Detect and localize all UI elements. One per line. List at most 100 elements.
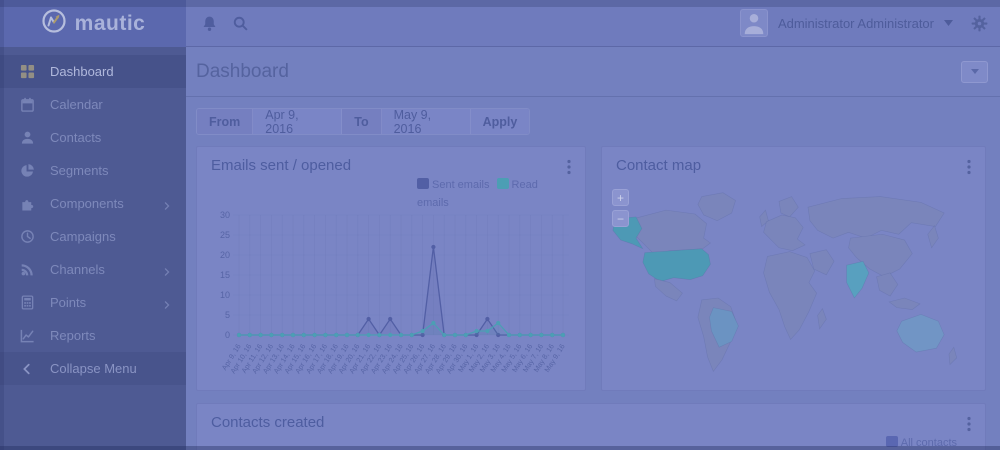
svg-text:25: 25 — [220, 230, 230, 240]
panels-row: Emails sent / opened Sent emails Read em… — [196, 146, 986, 391]
map-region-uk — [759, 209, 769, 228]
dashboard-options-button[interactable] — [961, 60, 988, 83]
legend-swatch — [885, 436, 898, 447]
panel-title: Contacts created — [211, 414, 325, 431]
map-region-canada — [630, 209, 711, 255]
map-region-greenland — [697, 192, 736, 222]
panel-header: Emails sent / opened — [197, 147, 585, 180]
legend-label: All contacts — [900, 437, 957, 449]
contacts-icon — [20, 130, 36, 146]
to-label: To — [342, 109, 382, 134]
svg-text:30: 30 — [220, 210, 230, 220]
legend-entry[interactable]: All contacts — [885, 436, 957, 449]
sidebar-item-label: Contacts — [50, 130, 102, 145]
legend-entry[interactable]: Read emails — [417, 178, 538, 209]
from-date-input[interactable]: Apr 9, 2016 — [253, 109, 343, 134]
brand-name: mautic — [74, 11, 146, 35]
map-zoom-controls: + − — [612, 189, 629, 227]
channels-icon — [20, 262, 36, 278]
search-icon[interactable] — [232, 15, 249, 32]
chevron-right-icon — [162, 298, 172, 309]
svg-text:5: 5 — [225, 310, 230, 320]
chart-legend: All contacts — [885, 436, 961, 449]
contact-map-panel: Contact map + − — [601, 146, 986, 391]
map-region-central-america — [654, 278, 683, 302]
sidebar-item-collapse-menu[interactable]: Collapse Menu — [0, 352, 186, 385]
calendar-icon — [20, 97, 36, 113]
map-region-middle-east — [809, 249, 835, 276]
sidebar-item-campaigns[interactable]: Campaigns — [0, 220, 186, 253]
map-zoom-in-button[interactable]: + — [612, 189, 629, 206]
topbar-user-area: Administrator Administrator — [739, 9, 988, 37]
segments-icon — [20, 163, 36, 179]
map-region-new-zealand — [948, 346, 958, 366]
map-region-china — [848, 233, 913, 278]
mautic-logo-icon — [41, 8, 67, 39]
sidebar-item-calendar[interactable]: Calendar — [0, 88, 186, 121]
user-name[interactable]: Administrator Administrator — [777, 15, 934, 31]
map-region-africa — [763, 251, 818, 341]
svg-text:0: 0 — [225, 330, 230, 340]
kebab-menu-icon[interactable] — [967, 159, 973, 180]
sidebar-item-components[interactable]: Components — [0, 187, 186, 220]
kebab-menu-icon[interactable] — [967, 416, 973, 437]
contacts-created-panel: Contacts created All contacts — [196, 403, 986, 450]
sidebar-item-label: Calendar — [50, 97, 103, 112]
svg-text:15: 15 — [220, 270, 230, 280]
map-region-brazil — [709, 307, 739, 348]
page-title: Dashboard — [196, 60, 289, 82]
sidebar: mautic Dashboard Calendar Contacts Segments… — [0, 0, 186, 450]
map-region-se-asia — [876, 272, 899, 297]
dashboard-icon — [20, 64, 36, 80]
brand-logo[interactable]: mautic — [0, 0, 186, 47]
map-region-india — [846, 260, 870, 299]
svg-text:20: 20 — [220, 250, 230, 260]
apply-button[interactable]: Apply — [470, 109, 530, 134]
collapse-menu-label: Collapse Menu — [50, 361, 137, 376]
main-content: Dashboard From Apr 9, 2016 To May 9, 201… — [186, 47, 1000, 450]
world-map[interactable] — [610, 185, 977, 378]
map-region-united-states — [642, 248, 711, 282]
sidebar-item-reports[interactable]: Reports — [0, 319, 186, 352]
sidebar-item-label: Segments — [50, 163, 109, 178]
map-region-europe — [763, 214, 806, 251]
legend-swatch — [496, 178, 509, 189]
sidebar-item-dashboard[interactable]: Dashboard — [0, 55, 186, 88]
panel-header: Contact map — [602, 147, 985, 180]
map-region-scandinavia — [778, 196, 799, 218]
panel-header: Contacts created — [197, 404, 985, 437]
date-filter: From Apr 9, 2016 To May 9, 2016 Apply — [196, 108, 531, 135]
sidebar-item-points[interactable]: Points — [0, 286, 186, 319]
points-icon — [20, 294, 36, 311]
gear-icon[interactable] — [971, 15, 988, 32]
sidebar-item-label: Dashboard — [50, 64, 114, 79]
map-zoom-out-button[interactable]: − — [612, 210, 629, 227]
legend-entry[interactable]: Sent emails — [417, 178, 489, 191]
reports-icon — [20, 328, 36, 344]
sidebar-item-label: Campaigns — [50, 229, 116, 244]
legend-swatch — [417, 178, 429, 189]
sidebar-item-label: Channels — [50, 262, 105, 277]
sidebar-item-label: Components — [50, 196, 124, 211]
chart-legend: Sent emails Read emails — [417, 177, 551, 212]
topbar: Administrator Administrator — [186, 0, 1000, 47]
map-region-indonesia — [888, 297, 921, 310]
bell-icon[interactable] — [201, 15, 218, 32]
from-label: From — [197, 109, 254, 134]
map-region-australia — [896, 314, 945, 353]
sidebar-item-channels[interactable]: Channels — [0, 253, 186, 286]
sidebar-item-contacts[interactable]: Contacts — [0, 121, 186, 154]
campaigns-icon — [20, 229, 36, 245]
sidebar-item-segments[interactable]: Segments — [0, 154, 186, 187]
kebab-menu-icon[interactable] — [567, 159, 573, 180]
to-date-input[interactable]: May 9, 2016 — [381, 109, 471, 134]
chevron-right-icon — [162, 265, 172, 276]
avatar[interactable] — [739, 9, 768, 37]
chevron-left-icon — [20, 362, 34, 376]
svg-text:10: 10 — [220, 290, 230, 300]
chevron-right-icon — [162, 199, 172, 210]
caret-down-icon[interactable] — [944, 18, 953, 29]
sidebar-item-label: Points — [50, 295, 87, 310]
